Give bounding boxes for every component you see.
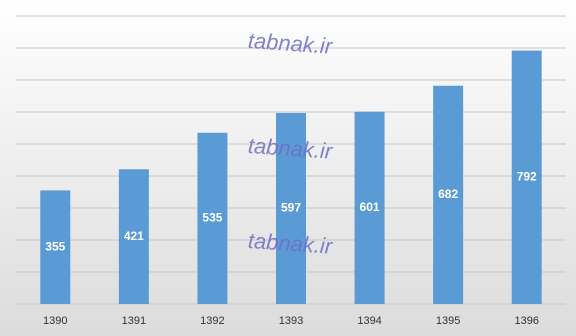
value-label: 535 [202, 211, 222, 225]
x-tick-label: 1392 [200, 315, 224, 327]
x-tick-label: 1393 [279, 315, 303, 327]
watermark: tabnak.ir [247, 228, 335, 259]
value-label: 355 [45, 239, 65, 253]
watermark: tabnak.ir [247, 133, 335, 164]
bar [354, 111, 385, 305]
value-label: 421 [124, 229, 144, 243]
value-label: 597 [281, 201, 301, 215]
bar [433, 85, 464, 304]
value-label: 601 [360, 200, 380, 214]
bar [276, 112, 306, 305]
bar [197, 132, 228, 304]
x-tick-label: 1396 [514, 315, 538, 327]
value-label: 682 [438, 187, 458, 201]
x-tick-label: 1390 [43, 315, 67, 327]
x-tick-label: 1395 [436, 315, 460, 327]
bar [118, 169, 149, 304]
bar [511, 50, 542, 305]
value-label: 792 [517, 169, 537, 183]
x-tick-label: 1391 [122, 315, 146, 327]
watermark: tabnak.ir [247, 28, 335, 59]
x-tick-label: 1394 [357, 315, 381, 327]
bar [40, 190, 71, 304]
